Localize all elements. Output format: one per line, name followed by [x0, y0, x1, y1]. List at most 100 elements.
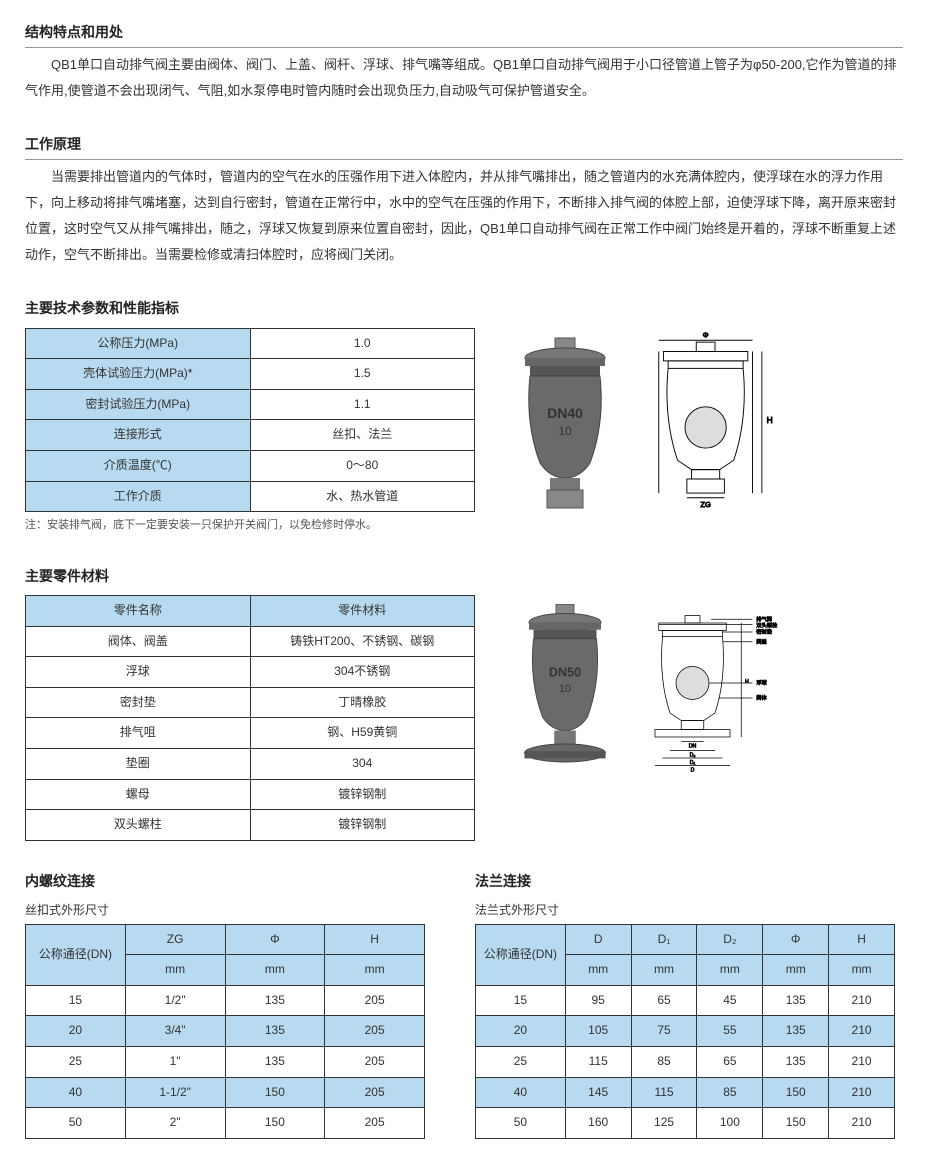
sec6-title: 法兰连接: [475, 869, 895, 896]
svg-text:DN50: DN50: [549, 666, 581, 680]
table-row: 介质温度(℃)0～80: [26, 450, 475, 481]
dim2-cell: 50: [476, 1108, 566, 1139]
params-cell: 1.0: [250, 328, 475, 359]
dim1-cell: 205: [325, 1108, 425, 1139]
dim1-cell: 1": [125, 1047, 225, 1078]
svg-text:H: H: [745, 679, 749, 685]
svg-text:阀体: 阀体: [756, 693, 767, 701]
params-cell: 公称压力(MPa): [26, 328, 251, 359]
dim2-cell: 115: [565, 1047, 631, 1078]
dim2-cell: 210: [829, 1077, 895, 1108]
materials-cell: 阀体、阀盖: [26, 626, 251, 657]
params-cell: 连接形式: [26, 420, 251, 451]
dim2-cell: 75: [631, 1016, 697, 1047]
dim2-cell: 125: [631, 1108, 697, 1139]
t2-h5: H: [829, 924, 895, 955]
table-row: 401-1/2"150205: [26, 1077, 425, 1108]
t2-h2: D₁: [631, 924, 697, 955]
materials-cell: 304不锈钢: [250, 657, 475, 688]
params-row: 公称压力(MPa)1.0壳体试验压力(MPa)*1.5密封试验压力(MPa) 1.…: [25, 328, 903, 536]
params-cell: 0～80: [250, 450, 475, 481]
t1-h1: ZG: [125, 924, 225, 955]
table-row: 连接形式丝扣、法兰: [26, 420, 475, 451]
params-cell: 工作介质: [26, 481, 251, 512]
dim2-cell: 15: [476, 985, 566, 1016]
thread-dim-table: 公称通径(DN) ZG Φ H mm mm mm 151/2"135205203…: [25, 924, 425, 1139]
params-note: 注：安装排气阀，底下一定要安装一只保护开关阀门，以免检修时停水。: [25, 516, 475, 536]
table-row: 251"135205: [26, 1047, 425, 1078]
table-row: 50160125100150210: [476, 1108, 895, 1139]
table-row: 浮球304不锈钢: [26, 657, 475, 688]
table-row: 工作介质水、热水管道: [26, 481, 475, 512]
dim1-cell: 135: [225, 985, 325, 1016]
dim1-cell: 1/2": [125, 985, 225, 1016]
table-row: 螺母镀锌钢制: [26, 779, 475, 810]
materials-cell: 螺母: [26, 779, 251, 810]
t1-u1: mm: [125, 955, 225, 986]
product-images-2: DN50 10 H 双头螺栓: [505, 595, 790, 785]
sec1-title: 结构特点和用处: [25, 20, 903, 48]
dim2-cell: 100: [697, 1108, 763, 1139]
sec1-text: QB1单口自动排气阀主要由阀体、阀门、上盖、阀杆、浮球、排气嘴等组成。QB1单口…: [25, 52, 903, 104]
sec3-title: 主要技术参数和性能指标: [25, 296, 903, 323]
mat-h1: 零件材料: [250, 596, 475, 627]
params-cell: 水、热水管道: [250, 481, 475, 512]
dim2-cell: 65: [631, 985, 697, 1016]
sec2-title: 工作原理: [25, 132, 903, 160]
valve-diagram-flanged: H 双头螺栓 排气阀 密封垫 阀盖 浮球 阀体 DN D₂ D₁ D: [640, 595, 790, 785]
params-cell: 介质温度(℃): [26, 450, 251, 481]
dim1-cell: 205: [325, 1077, 425, 1108]
sec6-subtitle: 法兰式外形尺寸: [475, 900, 895, 922]
t2-h1: D: [565, 924, 631, 955]
dim2-cell: 210: [829, 1016, 895, 1047]
materials-cell: 铸铁HT200、不锈钢、碳钢: [250, 626, 475, 657]
dim2-cell: 160: [565, 1108, 631, 1139]
mat-h0: 零件名称: [26, 596, 251, 627]
table-row: 壳体试验压力(MPa)*1.5: [26, 359, 475, 390]
t1-u3: mm: [325, 955, 425, 986]
table-row: 251158565135210: [476, 1047, 895, 1078]
sec5-subtitle: 丝扣式外形尺寸: [25, 900, 425, 922]
dim2-cell: 145: [565, 1077, 631, 1108]
svg-text:D: D: [691, 767, 695, 773]
dim2-cell: 150: [763, 1108, 829, 1139]
dim2-cell: 45: [697, 985, 763, 1016]
dim1-cell: 150: [225, 1108, 325, 1139]
table-row: 阀体、阀盖铸铁HT200、不锈钢、碳钢: [26, 626, 475, 657]
flange-dim-table: 公称通径(DN) D D₁ D₂ Φ H mm mm mm mm mm 1595…: [475, 924, 895, 1139]
dim1-cell: 150: [225, 1077, 325, 1108]
dim2-cell: 135: [763, 1047, 829, 1078]
svg-text:排气阀: 排气阀: [756, 614, 772, 622]
table-row: 公称压力(MPa)1.0: [26, 328, 475, 359]
materials-cell: 镀锌钢制: [250, 779, 475, 810]
t2-h0: 公称通径(DN): [476, 924, 566, 985]
params-cell: 密封试验压力(MPa): [26, 389, 251, 420]
table-row: 15956545135210: [476, 985, 895, 1016]
materials-row: 零件名称 零件材料 阀体、阀盖铸铁HT200、不锈钢、碳钢浮球304不锈钢密封垫…: [25, 595, 903, 841]
svg-text:10: 10: [559, 683, 571, 695]
materials-cell: 钢、H59黄铜: [250, 718, 475, 749]
materials-cell: 镀锌钢制: [250, 810, 475, 841]
t1-h2: Φ: [225, 924, 325, 955]
materials-cell: 双头螺柱: [26, 810, 251, 841]
dim1-cell: 135: [225, 1047, 325, 1078]
t2-u2: mm: [631, 955, 697, 986]
t1-h0: 公称通径(DN): [26, 924, 126, 985]
dim2-cell: 105: [565, 1016, 631, 1047]
svg-text:10: 10: [558, 424, 572, 438]
t1-u2: mm: [225, 955, 325, 986]
table-row: 151/2"135205: [26, 985, 425, 1016]
svg-text:ZG: ZG: [700, 500, 711, 509]
dim1-cell: 1-1/2": [125, 1077, 225, 1108]
dim2-cell: 85: [697, 1077, 763, 1108]
dim1-cell: 205: [325, 1016, 425, 1047]
dim1-cell: 2": [125, 1108, 225, 1139]
t1-h3: H: [325, 924, 425, 955]
t2-u1: mm: [565, 955, 631, 986]
t2-h3: D₂: [697, 924, 763, 955]
dim1-cell: 25: [26, 1047, 126, 1078]
dim1-cell: 20: [26, 1016, 126, 1047]
svg-text:Φ: Φ: [703, 330, 709, 339]
product-images-1: DN40 10 Φ H: [505, 328, 790, 518]
dim2-cell: 210: [829, 1108, 895, 1139]
